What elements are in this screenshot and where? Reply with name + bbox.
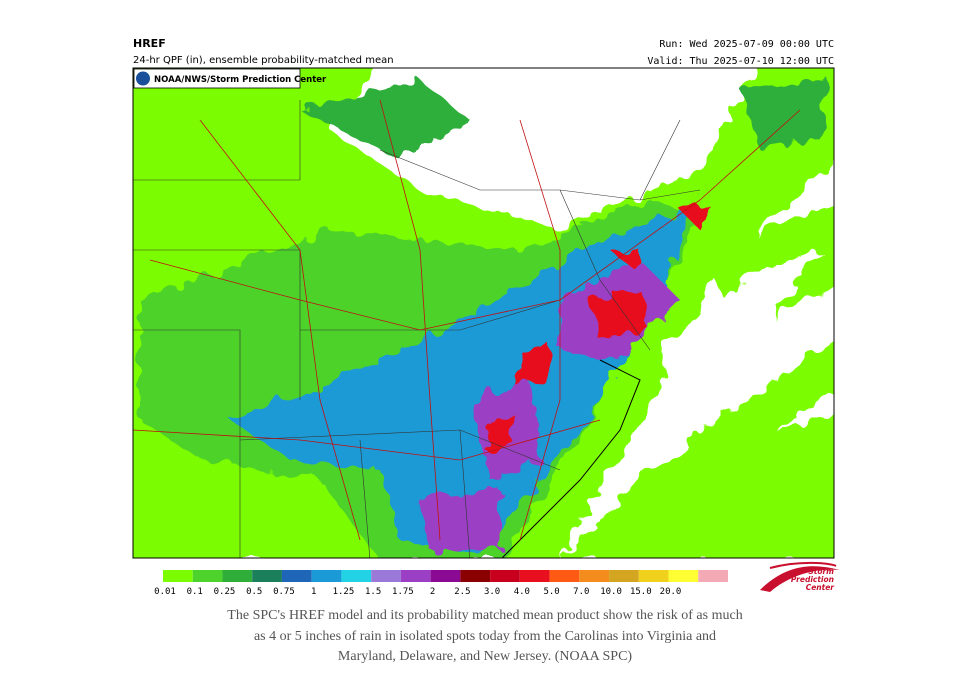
legend-swatch	[609, 570, 639, 582]
legend-swatch	[163, 570, 193, 582]
precip-moderate	[300, 80, 830, 160]
legend-label: 2.5	[454, 587, 470, 597]
legend-label: 1	[311, 587, 316, 597]
badge: NOAA/NWS/Storm Prediction Center	[154, 75, 327, 85]
valid-time: Valid: Thu 2025-07-10 12:00 UTC	[647, 56, 834, 67]
caption: The SPC's HREF model and its probability…	[227, 608, 743, 664]
map	[133, 68, 834, 558]
legend-label: 3.0	[484, 587, 500, 597]
legend-label: 5.0	[543, 587, 559, 597]
legend-swatch	[222, 570, 253, 582]
legend-label: 7.0	[573, 587, 589, 597]
legend-swatch	[341, 570, 372, 582]
legend-swatch	[519, 570, 550, 582]
legend-swatch	[668, 570, 699, 582]
legend-swatch	[311, 570, 342, 582]
run-time: Run: Wed 2025-07-09 00:00 UTC	[659, 39, 834, 50]
legend-swatch	[192, 570, 223, 582]
legend-label: 2	[430, 587, 435, 597]
noaa-logo	[136, 71, 150, 86]
subtitle: 24-hr QPF (in), ensemble probability-mat…	[133, 55, 394, 66]
map-frame	[132, 67, 835, 559]
legend-label: 1.75	[392, 587, 414, 597]
legend: 0.01 0.1 0.25 0.5 0.75 1 1.25 1.5 1.75 2 2.5 3.0 4.0…	[154, 570, 728, 597]
precip-extreme	[485, 205, 710, 450]
legend-label: 0.1	[187, 587, 203, 597]
legend-label: 0.5	[246, 587, 262, 597]
spc-logo: Storm Prediction Center	[760, 561, 840, 592]
highways	[133, 99, 801, 541]
legend-label: 10.0	[600, 587, 622, 597]
logo-text: Storm	[808, 567, 834, 576]
legend-swatch	[252, 570, 282, 582]
legend-swatch	[549, 570, 580, 582]
logo-swoosh	[769, 561, 837, 569]
logo-swoosh	[760, 566, 840, 592]
legend-label: 4.0	[514, 587, 530, 597]
legend-swatch	[698, 570, 728, 582]
legend-label: 0.75	[273, 587, 295, 597]
legend-swatch	[281, 570, 312, 582]
legend-label: 0.01	[154, 587, 176, 597]
ocean-dry	[660, 250, 820, 420]
legend-swatch	[371, 570, 401, 582]
legend-label: 1.5	[365, 587, 381, 597]
legend-label: 15.0	[630, 587, 652, 597]
badge-box	[133, 68, 301, 89]
lake-dry	[420, 110, 640, 185]
legend-swatch	[638, 570, 669, 582]
logo-text: Center	[806, 583, 836, 592]
legend-swatch	[460, 570, 491, 582]
logo-text: Prediction	[791, 575, 834, 584]
legend-label: 1.25	[333, 587, 355, 597]
precip	[133, 68, 834, 558]
figure: HREF 24-hr QPF (in), ensemble probabilit…	[132, 37, 840, 597]
legend-swatch	[400, 570, 431, 582]
title: HREF	[133, 37, 166, 50]
legend-label: 20.0	[660, 587, 682, 597]
legend-swatch	[430, 570, 461, 582]
legend-swatch	[490, 570, 520, 582]
legend-label: 0.25	[214, 587, 236, 597]
legend-swatch	[579, 570, 610, 582]
